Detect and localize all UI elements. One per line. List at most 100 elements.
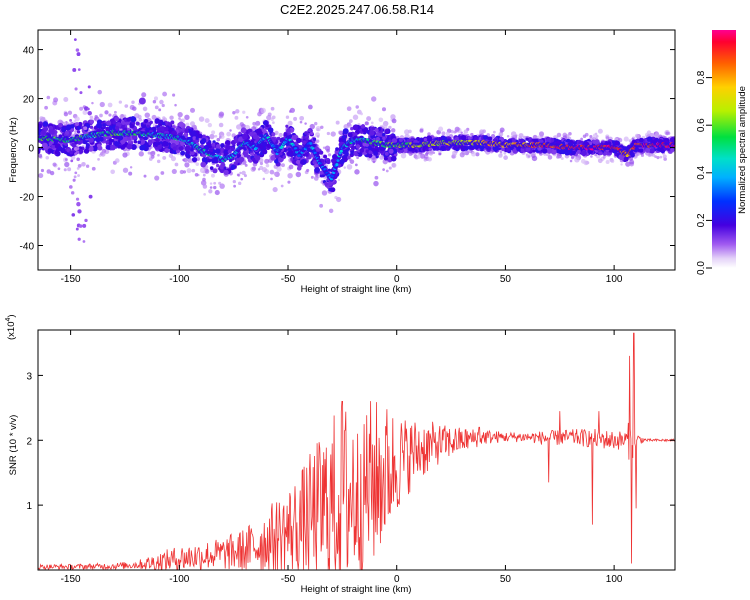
spectrogram-x-label: Height of straight line (km) [301, 284, 412, 295]
spectrogram-cell [382, 136, 386, 141]
spectrogram-cell [88, 137, 94, 143]
spectrogram-cell [628, 139, 632, 143]
spectrogram-cell [295, 137, 302, 144]
spectrogram-cell [65, 121, 68, 124]
spectrogram-cell [326, 148, 330, 153]
snr-x-label: Height of straight line (km) [301, 584, 412, 595]
spectrogram-cell [385, 169, 389, 173]
colorbar-tick-label: 0.6 [696, 118, 707, 132]
spectrogram-cell [63, 97, 69, 103]
spectrogram-cell [126, 117, 131, 122]
spectrogram-cell [249, 131, 255, 137]
spectrogram-cell [64, 158, 68, 161]
colorbar-label: Normalized spectral amplitude [737, 86, 748, 214]
spectrogram-cell [84, 218, 88, 223]
spectrogram-cell [265, 163, 270, 168]
spectrogram-cell [76, 147, 80, 151]
snr-y-tick-label: 2 [26, 436, 32, 447]
spectrogram-cell [391, 118, 397, 124]
spectrogram-cell [251, 166, 257, 171]
spectrogram-cell [506, 147, 511, 152]
spectrogram-cell [320, 125, 324, 130]
spectrogram-cell [154, 105, 159, 110]
spectrogram-cell [542, 148, 548, 154]
spectrogram-cell [463, 129, 469, 134]
spectrogram-cell [262, 177, 266, 181]
snr-y-tick-label: 1 [26, 501, 32, 512]
spectrogram-cell [97, 158, 100, 161]
spectrogram-x-tick-label: 0 [394, 274, 400, 285]
spectrogram-cell [368, 150, 372, 154]
spectrogram-cell [131, 134, 138, 140]
spectrogram-cell [474, 136, 478, 140]
spectrogram-cell [247, 128, 253, 133]
spectrogram-cell [276, 166, 282, 172]
spectrogram-cell [321, 190, 328, 196]
spectrogram-cell [74, 171, 78, 175]
spectrogram-cell [235, 157, 241, 163]
spectrogram-cell [467, 136, 472, 140]
spectrogram-cell [470, 132, 474, 137]
spectrogram-cell [129, 123, 135, 129]
spectrogram-cell [510, 131, 517, 137]
spectrogram-cell [336, 196, 342, 203]
spectrogram-cell [636, 153, 640, 156]
spectrogram-cell [424, 152, 429, 156]
spectrogram-cell [369, 130, 375, 136]
spectrogram-x-tick-label: -50 [281, 274, 296, 285]
spectrogram-cell [96, 122, 103, 129]
spectrogram-cell [373, 150, 379, 156]
spectrogram-cell [190, 148, 194, 152]
spectrogram-cell [598, 151, 603, 156]
spectrogram-cell [335, 147, 339, 151]
spectrogram-cell [441, 131, 446, 136]
spectrogram-cell [185, 122, 190, 127]
spectrogram-cell [38, 173, 44, 179]
spectrogram-cell [204, 118, 210, 124]
spectrogram-cell [305, 152, 309, 157]
spectrogram-cell [320, 181, 323, 184]
spectrogram-cell [295, 171, 302, 178]
spectrogram-cell [371, 126, 376, 131]
spectrogram-y-tick-label: 40 [23, 46, 35, 57]
spectrogram-x-tick-label: 50 [500, 274, 512, 285]
colorbar-gradient [712, 30, 736, 268]
spectrogram-cell [452, 150, 458, 156]
spectrogram-cell [102, 123, 106, 127]
spectrogram-cell [89, 115, 94, 120]
spectrogram-cell [597, 158, 603, 164]
spectrogram-cell [69, 185, 73, 189]
spectrogram-cell [356, 156, 359, 160]
spectrogram-cell [532, 134, 538, 140]
spectrogram-cell [162, 140, 168, 146]
spectrogram-cell [649, 148, 655, 154]
spectrogram-cell [180, 118, 185, 123]
spectrogram-cell [85, 143, 90, 148]
spectrogram-cell [261, 128, 267, 133]
spectrogram-cell [525, 147, 531, 152]
spectrogram-cell [72, 178, 76, 182]
spectrogram-cell [236, 124, 242, 130]
spectrogram-cell [255, 120, 261, 126]
spectrogram-cell [122, 167, 129, 173]
spectrogram-cell [243, 174, 247, 178]
spectrogram-cell [326, 159, 331, 165]
spectrogram-cell [360, 124, 366, 129]
spectrogram-cell [42, 121, 49, 127]
spectrogram-cell [556, 132, 562, 138]
spectrogram-cell [363, 127, 369, 132]
spectrogram-cell [195, 162, 200, 166]
spectrogram-cell [141, 92, 147, 98]
spectrogram-cell [264, 158, 270, 164]
spectrogram-cell [392, 149, 398, 154]
spectrogram-cell [77, 209, 82, 214]
spectrogram-cell [483, 135, 488, 140]
spectrogram-cell [112, 121, 117, 125]
spectrogram-cell [313, 176, 319, 181]
spectrogram-cell [310, 175, 314, 179]
spectrogram-cell [99, 113, 103, 118]
spectrogram-cell [228, 158, 233, 163]
spectrogram-cell [119, 114, 125, 120]
